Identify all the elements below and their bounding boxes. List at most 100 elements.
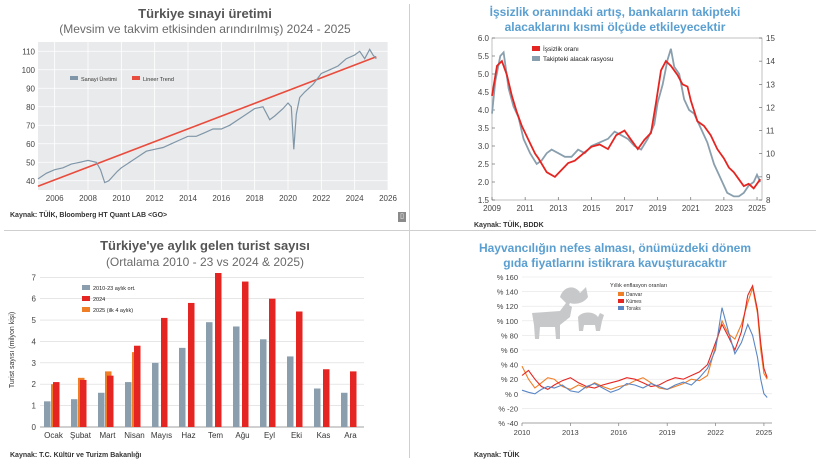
y-left-tick-label: 4.5 — [478, 88, 490, 97]
npl-line — [491, 48, 762, 198]
tourist-arrivals-panel: Türkiye'ye aylık gelen turist sayısı (Or… — [0, 231, 410, 462]
y-right-tick-label: 11 — [766, 127, 775, 136]
bar — [161, 317, 168, 427]
y-right-tick-label: 10 — [766, 150, 775, 159]
bar — [350, 371, 357, 427]
y-left-tick-label: 2.5 — [478, 160, 490, 169]
bar — [53, 382, 60, 427]
x-tick-label: Eyl — [264, 431, 275, 440]
x-tick-label: Ağu — [235, 431, 249, 440]
y-tick-label: 6 — [32, 295, 37, 304]
x-tick-label: 2026 — [379, 194, 397, 203]
x-tick-label: 2025 — [756, 428, 773, 437]
y-tick-label: 0 — [32, 423, 37, 432]
animal-silhouettes-icon — [532, 287, 604, 339]
x-tick-label: Haz — [181, 431, 195, 440]
page-marker-icon: ▯ — [398, 212, 406, 222]
x-tick-label: 2022 — [312, 194, 330, 203]
y-left-tick-label: 6.0 — [478, 34, 490, 43]
y-left-tick-label: 5.0 — [478, 70, 490, 79]
x-tick-label: 2013 — [549, 204, 567, 213]
y-tick-label: % 120 — [497, 302, 518, 311]
legend-swatch — [70, 76, 78, 80]
legend-swatch — [532, 56, 540, 61]
legend-label: Sanayi Üretimi — [81, 76, 117, 83]
chart-source: Kaynak: TÜİK, Bloomberg HT Quant LAB <GO… — [10, 212, 168, 219]
y-tick-label: % 60 — [501, 346, 518, 355]
y-tick-label: 100 — [22, 66, 36, 75]
tourist-arrivals-chart: 0 1 2 3 4 5 6 7 Ocak Şubat Mart Nisan Mayıs Haz Tem Ağu… — [9, 273, 364, 440]
legend-swatch — [132, 76, 140, 80]
y-tick-label: % 100 — [497, 317, 518, 326]
bar — [179, 347, 186, 427]
bar — [125, 382, 132, 427]
industrial-production-panel: Türkiye sınayi üretimi (Mevsim ve takvim… — [0, 0, 410, 231]
bar — [215, 273, 222, 427]
x-tick-label: 2017 — [616, 204, 634, 213]
chart-source: Kaynak: TÜİK — [474, 452, 520, 459]
bar — [44, 401, 51, 427]
y-left-tick-label: 5.5 — [478, 52, 490, 61]
x-tick-label: 2014 — [179, 194, 197, 203]
bar — [152, 362, 159, 427]
x-tick-label: Tem — [208, 431, 223, 440]
bar — [71, 399, 78, 427]
x-tick-label: 2022 — [707, 428, 724, 437]
legend-label: İşsizlik oranı — [543, 44, 579, 53]
y-tick-label: 3 — [32, 359, 37, 368]
x-tick-label: Ocak — [44, 431, 64, 440]
bar — [242, 281, 249, 427]
y-tick-label: 1 — [32, 402, 37, 411]
vertical-divider — [409, 4, 410, 458]
x-tick-label: 2012 — [146, 194, 164, 203]
y-left-tick-label: 3.5 — [478, 124, 490, 133]
bar — [233, 326, 240, 427]
x-tick-label: Nisan — [124, 431, 144, 440]
y-left-tick-label: 2.0 — [478, 178, 490, 187]
chart-title: Türkiye'ye aylık gelen turist sayısı — [100, 238, 310, 253]
legend-swatch — [82, 285, 90, 290]
x-tick-label: Ara — [344, 431, 357, 440]
bar — [287, 356, 294, 427]
legend-swatch — [82, 307, 90, 312]
legend-swatch — [618, 299, 624, 303]
bar — [98, 392, 105, 427]
industrial-production-chart: 40 50 60 70 80 90 100 110 2006 2008 2010 2012 2014 20… — [22, 42, 397, 203]
x-tick-label: Mart — [100, 431, 117, 440]
y-right-tick-label: 15 — [766, 34, 775, 43]
unemployment-line — [491, 59, 762, 190]
bar — [269, 298, 276, 427]
x-tick-label: 2019 — [659, 428, 676, 437]
kumes-line — [521, 284, 768, 391]
bar — [107, 375, 114, 427]
legend-label: Takipteki alacak rasyosu — [543, 56, 614, 63]
y-tick-label: 40 — [26, 177, 35, 186]
horizontal-divider — [4, 230, 816, 231]
y-tick-label: % 40 — [501, 361, 518, 370]
chart-title-line1: İşsizlik oranındaki artış, bankaların ta… — [489, 5, 741, 19]
y-right-tick-label: 13 — [766, 80, 775, 89]
y-tick-label: % 20 — [501, 375, 518, 384]
legend-label: 2024 — [93, 297, 105, 303]
legend-label: Toraks — [626, 306, 641, 312]
x-tick-label: 2006 — [46, 194, 64, 203]
chart-source: Kaynak: TÜİK, BDDK — [474, 222, 544, 229]
y-tick-label: 70 — [26, 121, 35, 130]
x-tick-label: 2010 — [514, 428, 531, 437]
x-tick-label: Şubat — [70, 431, 92, 440]
chart-source: Kaynak: T.C. Kültür ve Turizm Bakanlığı — [10, 452, 142, 459]
x-tick-label: 2020 — [279, 194, 297, 203]
x-tick-label: 2009 — [483, 204, 501, 213]
chicken-icon — [560, 287, 588, 307]
bar — [260, 339, 267, 427]
y-tick-label: 90 — [26, 84, 35, 93]
chart-subtitle: (Ortalama 2010 - 23 vs 2024 & 2025) — [105, 255, 305, 269]
trend-line — [37, 56, 377, 188]
x-tick-label: Kas — [317, 431, 331, 440]
legend-swatch — [618, 306, 624, 310]
bar — [341, 392, 348, 427]
x-tick-label: 2025 — [748, 204, 766, 213]
sheep-icon — [578, 312, 604, 331]
x-tick-label: 2024 — [346, 194, 364, 203]
chart-title-line1: Hayvancılığın nefes alması, önümüzdeki d… — [478, 241, 752, 255]
